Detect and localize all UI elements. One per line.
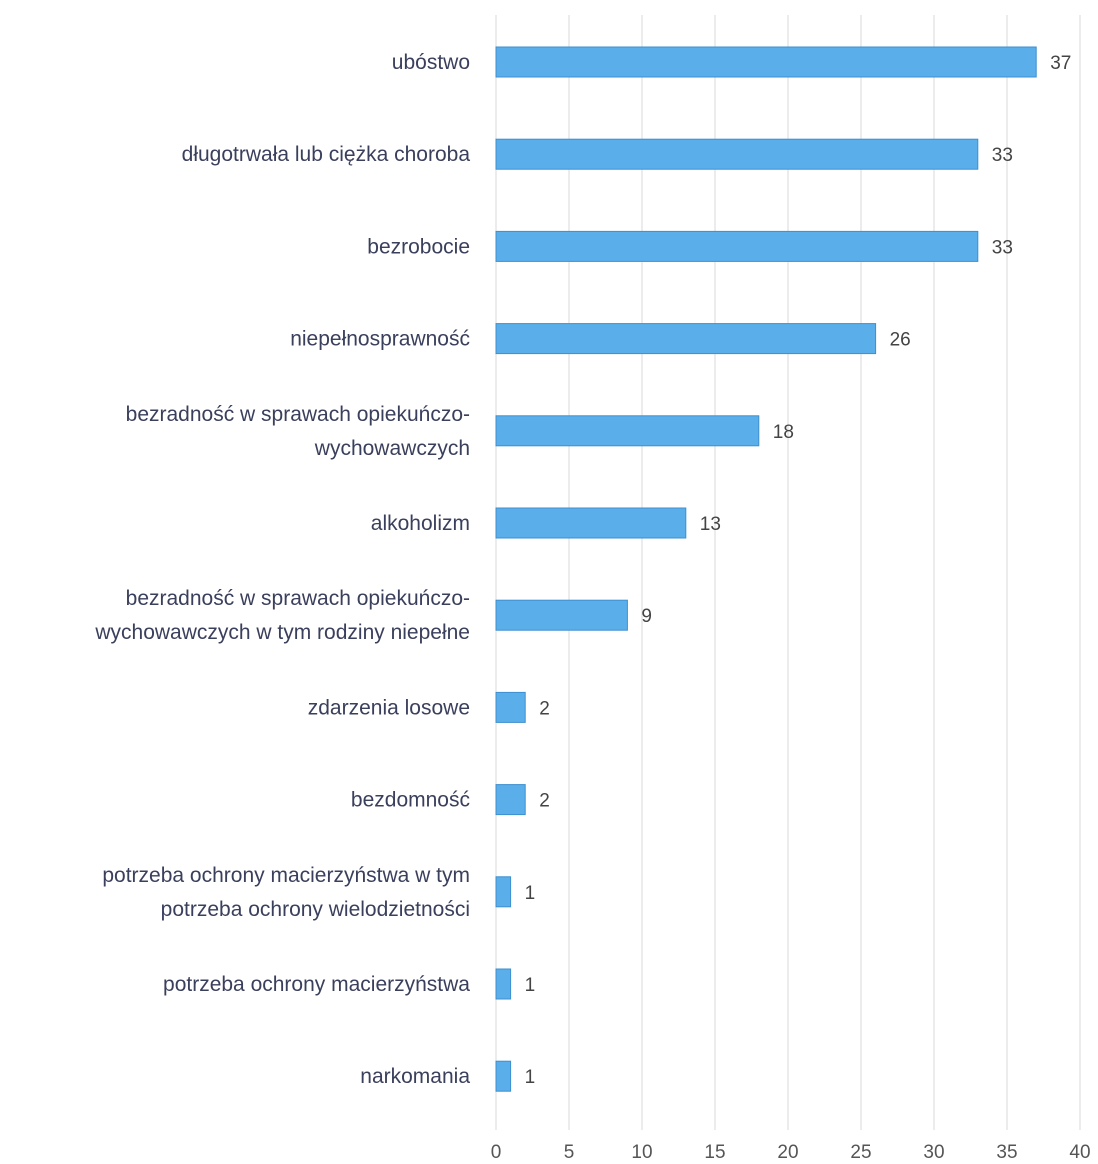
category-label-line: potrzeba ochrony wielodzietności: [161, 898, 470, 921]
bar: [495, 46, 1037, 78]
category-label-line: wychowawczych: [314, 437, 470, 460]
category-label-line: bezdomność: [351, 789, 470, 812]
x-tick-label: 10: [631, 1142, 652, 1163]
category-label: długotrwała lub ciężka choroba: [182, 143, 471, 166]
category-labels: ubóstwo długotrwała lub ciężka choroba bez…: [94, 51, 470, 1088]
data-label: 37: [1050, 53, 1071, 74]
data-label: 26: [890, 330, 911, 351]
category-label-line: bezradność w sprawach opiekuńczo-: [126, 403, 470, 426]
bar: [495, 968, 512, 1000]
category-label-line: wychowawczych w tym rodziny niepełne: [94, 621, 470, 644]
category-label: potrzeba ochrony macierzyństwa w tym potr…: [102, 864, 470, 921]
value-labels: 37 33 33 26 18 13 9 2 2 1 1 1: [525, 53, 1072, 1088]
bar: [495, 138, 979, 170]
data-label: 33: [992, 237, 1013, 258]
bar: [495, 507, 687, 539]
category-label-line: bezrobocie: [367, 235, 470, 258]
data-label: 13: [700, 514, 721, 535]
category-label: alkoholizm: [371, 512, 470, 535]
x-tick-label: 30: [923, 1142, 944, 1163]
data-label: 33: [992, 145, 1013, 166]
category-label-line: ubóstwo: [392, 51, 470, 74]
category-label: potrzeba ochrony macierzyństwa: [163, 973, 470, 996]
bars: [495, 46, 1037, 1092]
x-tick-label: 35: [996, 1142, 1017, 1163]
bar: [495, 784, 526, 816]
x-tick-label: 25: [850, 1142, 871, 1163]
x-tick-label: 15: [704, 1142, 725, 1163]
category-label: bezradność w sprawach opiekuńczo-wychowa…: [126, 403, 470, 460]
category-label: zdarzenia losowe: [308, 696, 470, 719]
category-label-line: zdarzenia losowe: [308, 696, 470, 719]
bar: [495, 876, 512, 908]
category-label-line: długotrwała lub ciężka choroba: [182, 143, 471, 166]
category-label: bezrobocie: [367, 235, 470, 258]
category-label: narkomania: [360, 1065, 470, 1088]
category-label: bezradność w sprawach opiekuńczo-wychowa…: [94, 587, 470, 644]
category-label: niepełnosprawność: [290, 328, 470, 351]
x-axis-ticks: 0 5 10 15 20 25 30 35 40: [491, 1142, 1091, 1163]
data-label: 2: [539, 698, 550, 719]
category-label-line: narkomania: [360, 1065, 470, 1088]
x-tick-label: 5: [564, 1142, 575, 1163]
data-label: 1: [525, 975, 536, 996]
data-label: 1: [525, 1067, 536, 1088]
data-label: 2: [539, 791, 550, 812]
gridlines: [495, 15, 1081, 1130]
bar: [495, 599, 628, 631]
data-label: 18: [773, 422, 794, 443]
x-tick-label: 40: [1069, 1142, 1090, 1163]
category-label-line: niepełnosprawność: [290, 328, 470, 351]
data-label: 1: [525, 883, 536, 904]
x-tick-label: 0: [491, 1142, 502, 1163]
category-label: bezdomność: [351, 789, 470, 812]
x-tick-label: 20: [777, 1142, 798, 1163]
bar: [495, 691, 526, 723]
data-label: 9: [641, 606, 652, 627]
category-label-line: alkoholizm: [371, 512, 470, 535]
bar: [495, 323, 877, 355]
category-label-line: potrzeba ochrony macierzyństwa w tym: [102, 864, 470, 887]
category-label-line: potrzeba ochrony macierzyństwa: [163, 973, 470, 996]
category-label: ubóstwo: [392, 51, 470, 74]
bar: [495, 1060, 512, 1092]
bar: [495, 415, 760, 447]
category-label-line: bezradność w sprawach opiekuńczo-: [126, 587, 470, 610]
bar: [495, 230, 979, 262]
